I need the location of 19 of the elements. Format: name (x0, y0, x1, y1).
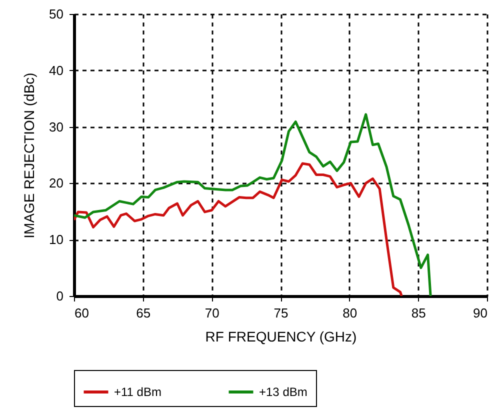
x-tick-label: 60 (74, 306, 89, 320)
y-tick-label: 30 (49, 119, 64, 134)
x-axis-title: RF FREQUENCY (GHz) (205, 328, 357, 344)
y-tick-label: 40 (49, 62, 64, 78)
y-tick-label: 20 (49, 176, 64, 191)
x-tick-label: 85 (411, 306, 426, 320)
x-tick-label: 70 (204, 306, 220, 320)
y-tick-label: 0 (56, 288, 64, 304)
x-tick-label: 65 (136, 306, 151, 320)
y-tick-label: 50 (49, 6, 64, 22)
legend-label: +13 dBm (259, 385, 308, 399)
line-series (74, 113, 432, 296)
x-tick-label: 90 (473, 306, 488, 320)
y-axis-title: IMAGE REJECTION (dBc) (21, 72, 38, 238)
y-tick-label: 10 (49, 232, 64, 248)
x-tick-label: 75 (274, 306, 288, 320)
line-series (74, 162, 403, 296)
x-tick-label: 80 (342, 306, 358, 320)
legend-label: +11 dBm (114, 385, 162, 399)
